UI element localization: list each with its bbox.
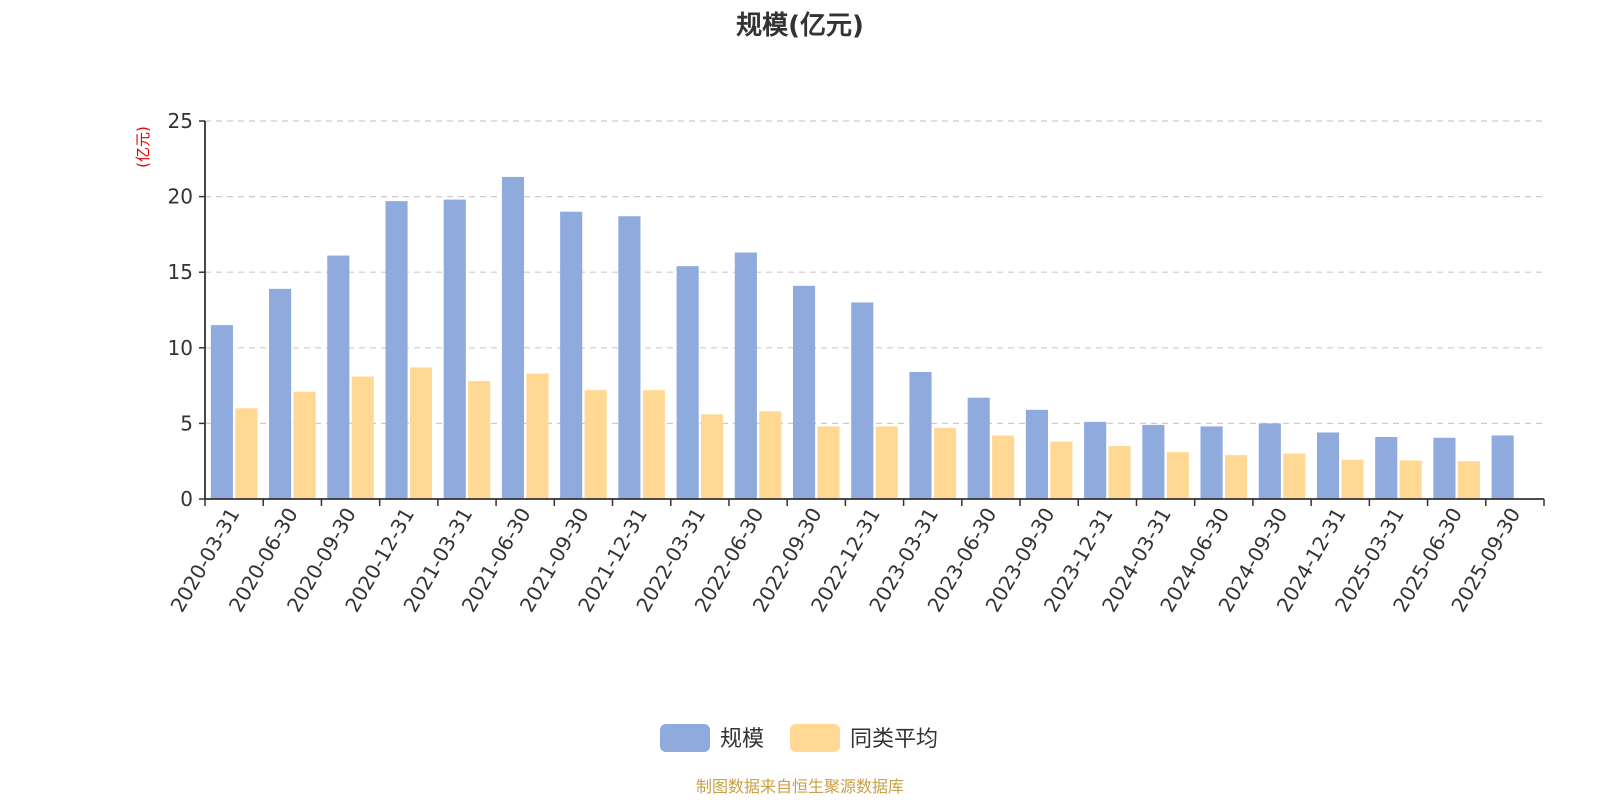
y-tick-label: 15 xyxy=(168,260,193,284)
bars-layer xyxy=(210,176,1514,500)
bar-peer-average[interactable] xyxy=(584,390,607,499)
bar-peer-average[interactable] xyxy=(992,435,1015,499)
y-axis-unit-label: (亿元) xyxy=(134,126,152,168)
bar-guimo[interactable] xyxy=(967,397,990,499)
bar-peer-average[interactable] xyxy=(1457,461,1480,499)
bar-guimo[interactable] xyxy=(909,371,932,499)
bar-guimo[interactable] xyxy=(1375,437,1398,499)
bar-guimo[interactable] xyxy=(210,325,233,499)
bar-guimo[interactable] xyxy=(734,252,757,499)
y-tick-label: 25 xyxy=(168,109,193,133)
bar-peer-average[interactable] xyxy=(409,367,433,499)
bar-peer-average[interactable] xyxy=(1399,460,1422,499)
bar-peer-average[interactable] xyxy=(1224,455,1248,499)
bar-guimo[interactable] xyxy=(1142,424,1165,499)
bar-guimo[interactable] xyxy=(1433,437,1456,499)
bar-peer-average[interactable] xyxy=(293,391,316,499)
bar-guimo[interactable] xyxy=(618,216,641,500)
bar-guimo[interactable] xyxy=(327,255,350,499)
bar-peer-average[interactable] xyxy=(1050,441,1073,499)
bar-peer-average[interactable] xyxy=(468,381,491,499)
bar-guimo[interactable] xyxy=(269,288,292,499)
y-tick-label: 10 xyxy=(168,336,193,360)
bar-guimo[interactable] xyxy=(1025,409,1048,499)
legend-swatch-guimo[interactable] xyxy=(660,724,710,752)
y-tick-label: 20 xyxy=(168,185,193,209)
bar-guimo[interactable] xyxy=(1491,435,1514,499)
bar-peer-average[interactable] xyxy=(526,373,549,499)
axes xyxy=(204,121,1544,500)
y-tick-label: 0 xyxy=(180,487,193,511)
bar-guimo[interactable] xyxy=(1200,426,1223,499)
bar-peer-average[interactable] xyxy=(875,426,898,499)
bar-guimo[interactable] xyxy=(501,176,525,499)
bar-guimo[interactable] xyxy=(676,266,699,499)
bar-guimo[interactable] xyxy=(560,211,583,499)
bar-guimo[interactable] xyxy=(851,302,874,499)
bar-guimo[interactable] xyxy=(1258,423,1281,499)
legend-swatch-peer-average[interactable] xyxy=(790,724,840,752)
bar-peer-average[interactable] xyxy=(759,411,782,499)
bar-peer-average[interactable] xyxy=(1108,446,1131,499)
bar-guimo[interactable] xyxy=(443,199,466,499)
bar-peer-average[interactable] xyxy=(817,426,840,499)
legend: 规模 同类平均 xyxy=(660,724,938,752)
bar-peer-average[interactable] xyxy=(701,414,724,499)
bar-guimo[interactable] xyxy=(385,201,408,500)
bar-peer-average[interactable] xyxy=(351,376,374,499)
bar-guimo[interactable] xyxy=(1084,421,1107,499)
bar-peer-average[interactable] xyxy=(1341,459,1364,499)
bar-peer-average[interactable] xyxy=(1166,452,1189,499)
legend-label-guimo[interactable]: 规模 xyxy=(720,727,764,752)
bar-guimo[interactable] xyxy=(1316,432,1340,499)
bar-peer-average[interactable] xyxy=(1283,453,1306,499)
bar-peer-average[interactable] xyxy=(933,427,957,499)
y-axis-ticks: 0 5 10 15 20 25 xyxy=(168,109,205,511)
bar-peer-average[interactable] xyxy=(235,408,258,499)
legend-label-peer-average[interactable]: 同类平均 xyxy=(850,727,938,752)
chart-title: 规模(亿元) xyxy=(736,11,864,41)
y-tick-label: 5 xyxy=(180,411,193,435)
source-note: 制图数据来自恒生聚源数据库 xyxy=(696,777,904,796)
bar-peer-average[interactable] xyxy=(642,390,665,499)
x-axis-ticks: 2020-03-312020-06-302020-09-302020-12-31… xyxy=(166,499,1545,616)
bar-guimo[interactable] xyxy=(792,285,816,499)
